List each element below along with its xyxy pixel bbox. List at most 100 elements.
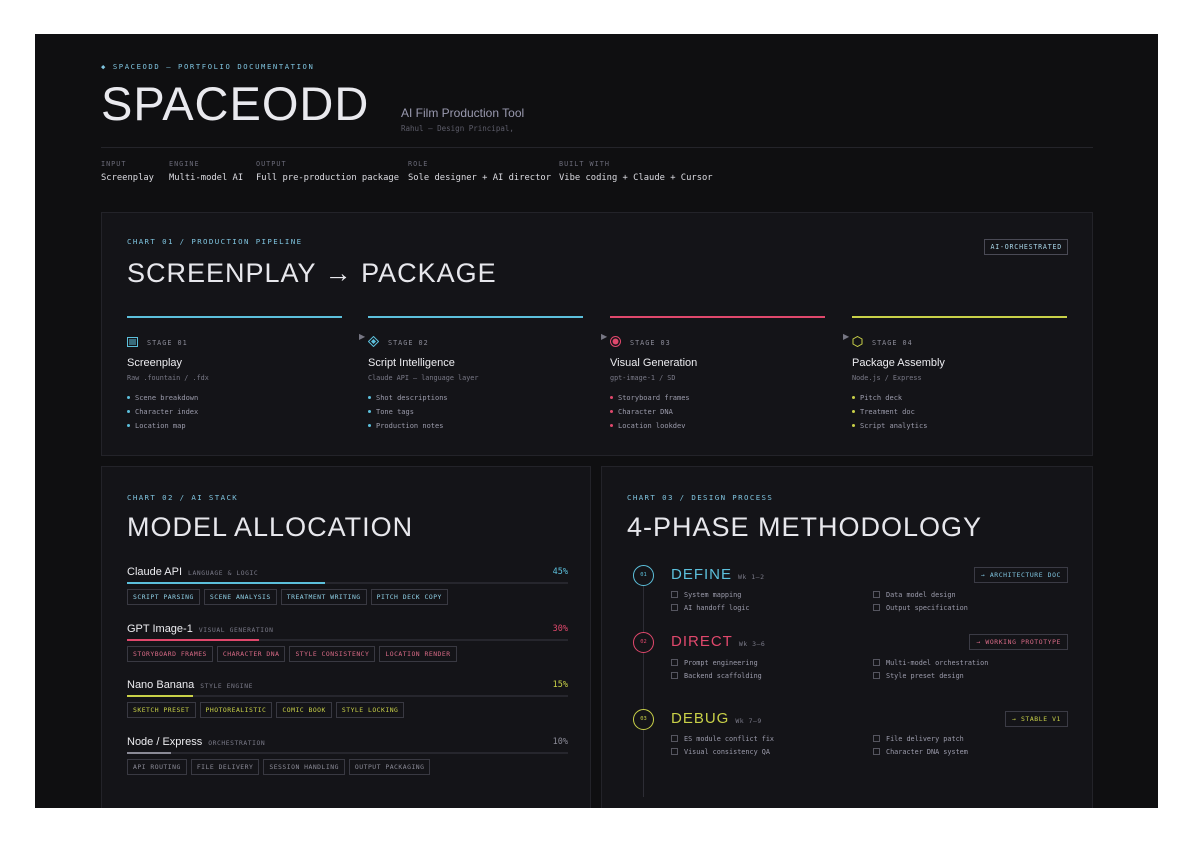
methodology-panel: CHART 03 / DESIGN PROCESS 4-PHASE METHOD…: [601, 466, 1093, 808]
stage-color-bar: [127, 316, 342, 318]
page-title: SPACEODD: [101, 77, 370, 130]
phase-weeks: Wk 7–9: [735, 717, 762, 725]
list-item: Production notes: [368, 419, 448, 433]
allocation-fill: [127, 639, 260, 641]
capability-tag: API ROUTING: [127, 759, 187, 775]
process-eyebrow: CHART 03 / DESIGN PROCESS: [627, 493, 774, 502]
arrow-right-icon: ▶: [843, 332, 850, 341]
capability-tag: SCRIPT PARSING: [127, 589, 200, 605]
meta-built-with: BUILT WITH Vibe coding + Claude + Cursor: [559, 160, 713, 183]
arrow-right-icon: ▶: [601, 332, 608, 341]
list-item: Treatment doc: [852, 405, 927, 419]
task-item: File delivery patch: [873, 734, 964, 743]
task-item: Multi-model orchestration: [873, 658, 988, 667]
task-item: Prompt engineering: [671, 658, 758, 667]
stage-tech: Claude API — language layer: [368, 374, 479, 382]
meta-label: ROLE: [408, 160, 429, 168]
stage-tech: gpt-image-1 / SD: [610, 374, 676, 382]
list-item: Location map: [127, 419, 198, 433]
model-tags: SCRIPT PARSING SCENE ANALYSIS TREATMENT …: [127, 589, 448, 605]
task-item: System mapping: [671, 590, 741, 599]
stage-color-bar: [368, 316, 583, 318]
allocation-track: [127, 639, 568, 641]
meta-role: ROLE Sole designer + AI director: [408, 160, 551, 183]
capability-tag: PITCH DECK COPY: [370, 589, 448, 605]
stage-tech: Node.js / Express: [852, 374, 922, 382]
model-name: GPT Image-1: [127, 623, 193, 635]
model-role: STYLE ENGINE: [200, 683, 253, 690]
meta-value: Multi-model AI: [169, 173, 244, 183]
capability-tag: STYLE CONSISTENCY: [289, 646, 376, 662]
capability-tag: COMIC BOOK: [276, 702, 332, 718]
model-percent: 30%: [552, 624, 568, 634]
checkbox-icon: [873, 603, 880, 611]
model-name: Nano Banana: [127, 679, 195, 691]
phase-name: DEBUG: [671, 710, 730, 727]
model-allocation-panel: CHART 02 / AI STACK MODEL ALLOCATION Cla…: [101, 466, 591, 808]
task-item: Visual consistency QA: [671, 747, 770, 756]
stage-output-list: Pitch deck Treatment doc Script analytic…: [852, 391, 927, 433]
meta-label: INPUT: [101, 160, 127, 168]
phase-name: DIRECT: [671, 633, 733, 650]
process-title: 4-PHASE METHODOLOGY: [627, 512, 983, 542]
stage-name: Screenplay: [127, 357, 183, 369]
stage-name: Package Assembly: [852, 357, 945, 369]
phase-name: DEFINE: [671, 566, 733, 583]
timeline-line: [643, 575, 644, 797]
model-tags: STORYBOARD FRAMES CHARACTER DNA STYLE CO…: [127, 646, 457, 662]
phase-output: → ARCHITECTURE DOC: [973, 567, 1068, 583]
checkbox-icon: [873, 671, 880, 679]
header-divider: [101, 147, 1093, 148]
portfolio-page: ◆ SPACEODD — PORTFOLIO DOCUMENTATION SPA…: [35, 34, 1158, 808]
pipeline-stage-3: STAGE 03 Visual Generation gpt-image-1 /…: [610, 316, 825, 430]
meta-input: INPUT Screenplay: [101, 160, 154, 183]
document-lines-icon: [127, 334, 138, 352]
pipeline-eyebrow: CHART 01 / PRODUCTION PIPELINE: [127, 237, 303, 246]
model-role: VISUAL GENERATION: [198, 627, 274, 634]
model-name: Node / Express: [127, 736, 203, 748]
checkbox-icon: [873, 734, 880, 742]
page-subtitle: AI Film Production Tool: [401, 106, 525, 120]
list-item: Storyboard frames: [610, 391, 690, 405]
list-item: Pitch deck: [852, 391, 927, 405]
ai-orchestrated-badge: AI-ORCHESTRATED: [984, 239, 1068, 255]
meta-value: Full pre-production package: [256, 173, 399, 183]
model-percent: 15%: [552, 680, 568, 690]
list-item: Tone tags: [368, 405, 448, 419]
capability-tag: FILE DELIVERY: [190, 759, 260, 775]
capability-tag: TREATMENT WRITING: [280, 589, 367, 605]
meta-engine: ENGINE Multi-model AI: [169, 160, 243, 183]
meta-value: Sole designer + AI director: [408, 173, 551, 183]
stage-name: Script Intelligence: [368, 357, 455, 369]
page-eyebrow: ◆ SPACEODD — PORTFOLIO DOCUMENTATION: [101, 62, 315, 71]
stage-color-bar: [852, 316, 1067, 318]
checkbox-icon: [671, 603, 678, 611]
stage-tech: Raw .fountain / .fdx: [127, 374, 209, 382]
list-item: Character DNA: [610, 405, 690, 419]
capability-tag: STORYBOARD FRAMES: [127, 646, 213, 662]
hexagon-icon: [852, 334, 863, 352]
allocation-fill: [127, 695, 194, 697]
model-role: LANGUAGE & LOGIC: [188, 570, 259, 577]
checkbox-icon: [873, 658, 880, 666]
model-tags: SKETCH PRESET PHOTOREALISTIC COMIC BOOK …: [127, 702, 405, 718]
stage-output-list: Storyboard frames Character DNA Location…: [610, 391, 690, 433]
phase-weeks: Wk 3–6: [738, 640, 766, 648]
list-item: Character index: [127, 405, 198, 419]
task-item: Data model design: [873, 590, 956, 599]
phase-output: → STABLE V1: [1005, 711, 1068, 727]
capability-tag: SKETCH PRESET: [127, 702, 196, 718]
allocation-fill: [127, 582, 326, 584]
checkbox-icon: [671, 671, 678, 679]
checkbox-icon: [671, 658, 678, 666]
target-circle-icon: [610, 334, 621, 352]
task-item: Character DNA system: [873, 747, 968, 756]
stage-color-bar: [610, 316, 825, 318]
model-tags: API ROUTING FILE DELIVERY SESSION HANDLI…: [127, 759, 431, 775]
task-item: Backend scaffolding: [671, 671, 762, 680]
stage-label: STAGE 03: [630, 339, 671, 347]
task-item: Output specification: [873, 603, 968, 612]
checkbox-icon: [671, 590, 678, 598]
meta-label: BUILT WITH: [559, 160, 610, 168]
stage-name: Visual Generation: [610, 357, 698, 369]
